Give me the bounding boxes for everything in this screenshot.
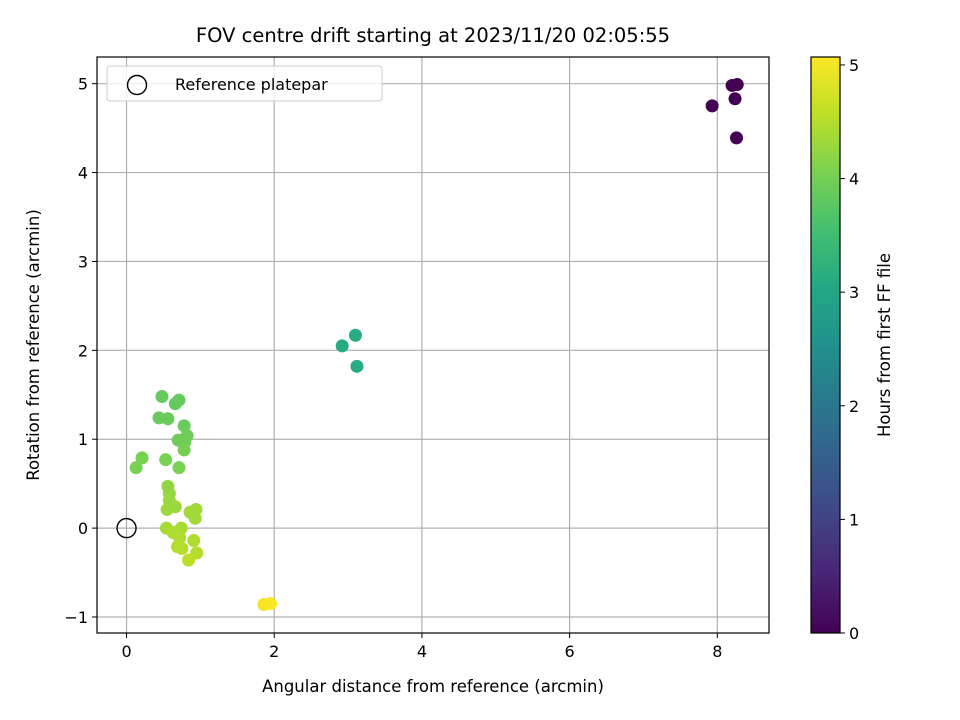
y-axis-label: Rotation from reference (arcmin) [24,209,43,481]
data-point [335,339,349,353]
legend-box [106,65,383,102]
y-tick-label: 1 [78,430,88,449]
data-point [264,597,278,611]
legend: Reference platepar [106,65,383,102]
data-point [705,99,719,113]
colorbar [810,56,841,634]
plot-frame [96,56,770,634]
y-tick-label: −1 [64,608,88,627]
colorbar-tick-label: 3 [849,283,859,302]
colorbar-ticks: 0 1 2 3 4 5 [840,56,859,643]
y-tick-label: 3 [78,252,88,271]
data-point [172,461,186,475]
data-points [116,78,744,612]
data-point [187,534,201,548]
x-tick-label: 8 [712,642,722,661]
x-tick-label: 6 [565,642,575,661]
y-tick-label: 4 [78,164,88,183]
colorbar-tick-label: 0 [849,624,859,643]
colorbar-tick-label: 4 [849,170,859,189]
colorbar-tick-label: 2 [849,397,859,416]
x-tick-label: 2 [269,642,279,661]
colorbar-tick-label: 5 [849,56,859,75]
y-tick-label: 2 [78,341,88,360]
chart-title: FOV centre drift starting at 2023/11/20 … [196,24,670,47]
data-point [160,502,174,516]
colorbar-label: Hours from first FF file [875,253,894,437]
data-point [177,419,191,433]
legend-label-reference: Reference platepar [175,75,328,94]
data-point [348,328,362,342]
data-point [730,78,744,92]
data-point [175,542,189,556]
data-point [350,359,364,373]
data-point [159,453,173,467]
colorbar-tick-label: 1 [849,510,859,529]
x-tick-label: 4 [417,642,427,661]
data-point [730,131,744,145]
data-point [177,443,191,457]
reference-platepar-marker [116,517,137,539]
y-axis-ticks: −1 0 1 2 3 4 5 [64,75,97,627]
data-point [182,553,196,567]
data-point [135,451,149,465]
data-point [129,461,143,475]
y-tick-label: 5 [78,75,88,94]
x-tick-label: 0 [121,642,131,661]
data-point [168,397,182,411]
legend-marker-reference [126,74,148,96]
data-point [161,412,175,426]
data-point [155,390,169,404]
x-axis-ticks: 0 2 4 6 8 [121,633,722,661]
x-axis-label: Angular distance from reference (arcmin) [262,677,604,696]
data-point [188,511,202,525]
data-point [728,92,742,106]
y-tick-label: 0 [78,519,88,538]
